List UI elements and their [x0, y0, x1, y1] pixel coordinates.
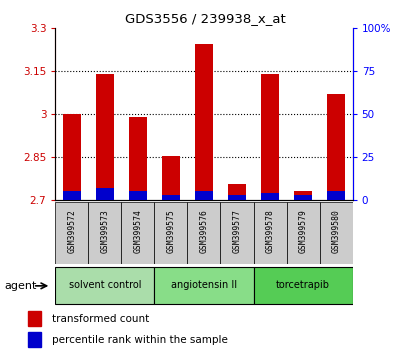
Bar: [28, 311, 41, 326]
Text: GSM399572: GSM399572: [67, 210, 76, 253]
Text: torcetrapib: torcetrapib: [275, 280, 329, 290]
Bar: [96, 74, 114, 200]
Bar: [96, 188, 114, 200]
Bar: [326, 94, 344, 200]
FancyBboxPatch shape: [88, 202, 121, 264]
Text: solvent control: solvent control: [68, 280, 141, 290]
Text: GSM399578: GSM399578: [265, 210, 274, 253]
Bar: [63, 192, 81, 200]
Text: GSM399576: GSM399576: [199, 210, 208, 253]
Text: transformed count: transformed count: [52, 314, 149, 324]
Bar: [260, 193, 279, 200]
Bar: [128, 192, 147, 200]
Text: GSM399574: GSM399574: [133, 210, 142, 253]
Text: GSM399580: GSM399580: [331, 210, 340, 253]
Text: percentile rank within the sample: percentile rank within the sample: [52, 335, 227, 345]
Bar: [260, 74, 279, 200]
Bar: [162, 156, 180, 200]
FancyBboxPatch shape: [154, 267, 253, 304]
Text: GSM399577: GSM399577: [232, 210, 241, 253]
Bar: [28, 332, 41, 347]
Bar: [227, 195, 245, 200]
Text: GSM399573: GSM399573: [100, 210, 109, 253]
Bar: [194, 192, 213, 200]
Text: GSM399579: GSM399579: [298, 210, 307, 253]
Bar: [326, 192, 344, 200]
Bar: [162, 195, 180, 200]
FancyBboxPatch shape: [286, 202, 319, 264]
FancyBboxPatch shape: [253, 202, 286, 264]
Bar: [194, 44, 213, 200]
Bar: [63, 114, 81, 200]
FancyBboxPatch shape: [220, 202, 253, 264]
FancyBboxPatch shape: [55, 202, 88, 264]
Bar: [128, 117, 147, 200]
FancyBboxPatch shape: [253, 267, 352, 304]
Bar: [293, 195, 311, 200]
FancyBboxPatch shape: [121, 202, 154, 264]
Bar: [293, 192, 311, 200]
FancyBboxPatch shape: [55, 267, 154, 304]
Text: GSM399575: GSM399575: [166, 210, 175, 253]
FancyBboxPatch shape: [319, 202, 352, 264]
FancyBboxPatch shape: [187, 202, 220, 264]
Text: angiotensin II: angiotensin II: [171, 280, 236, 290]
Text: GDS3556 / 239938_x_at: GDS3556 / 239938_x_at: [124, 12, 285, 25]
FancyBboxPatch shape: [154, 202, 187, 264]
Bar: [227, 184, 245, 200]
Text: agent: agent: [4, 281, 36, 291]
